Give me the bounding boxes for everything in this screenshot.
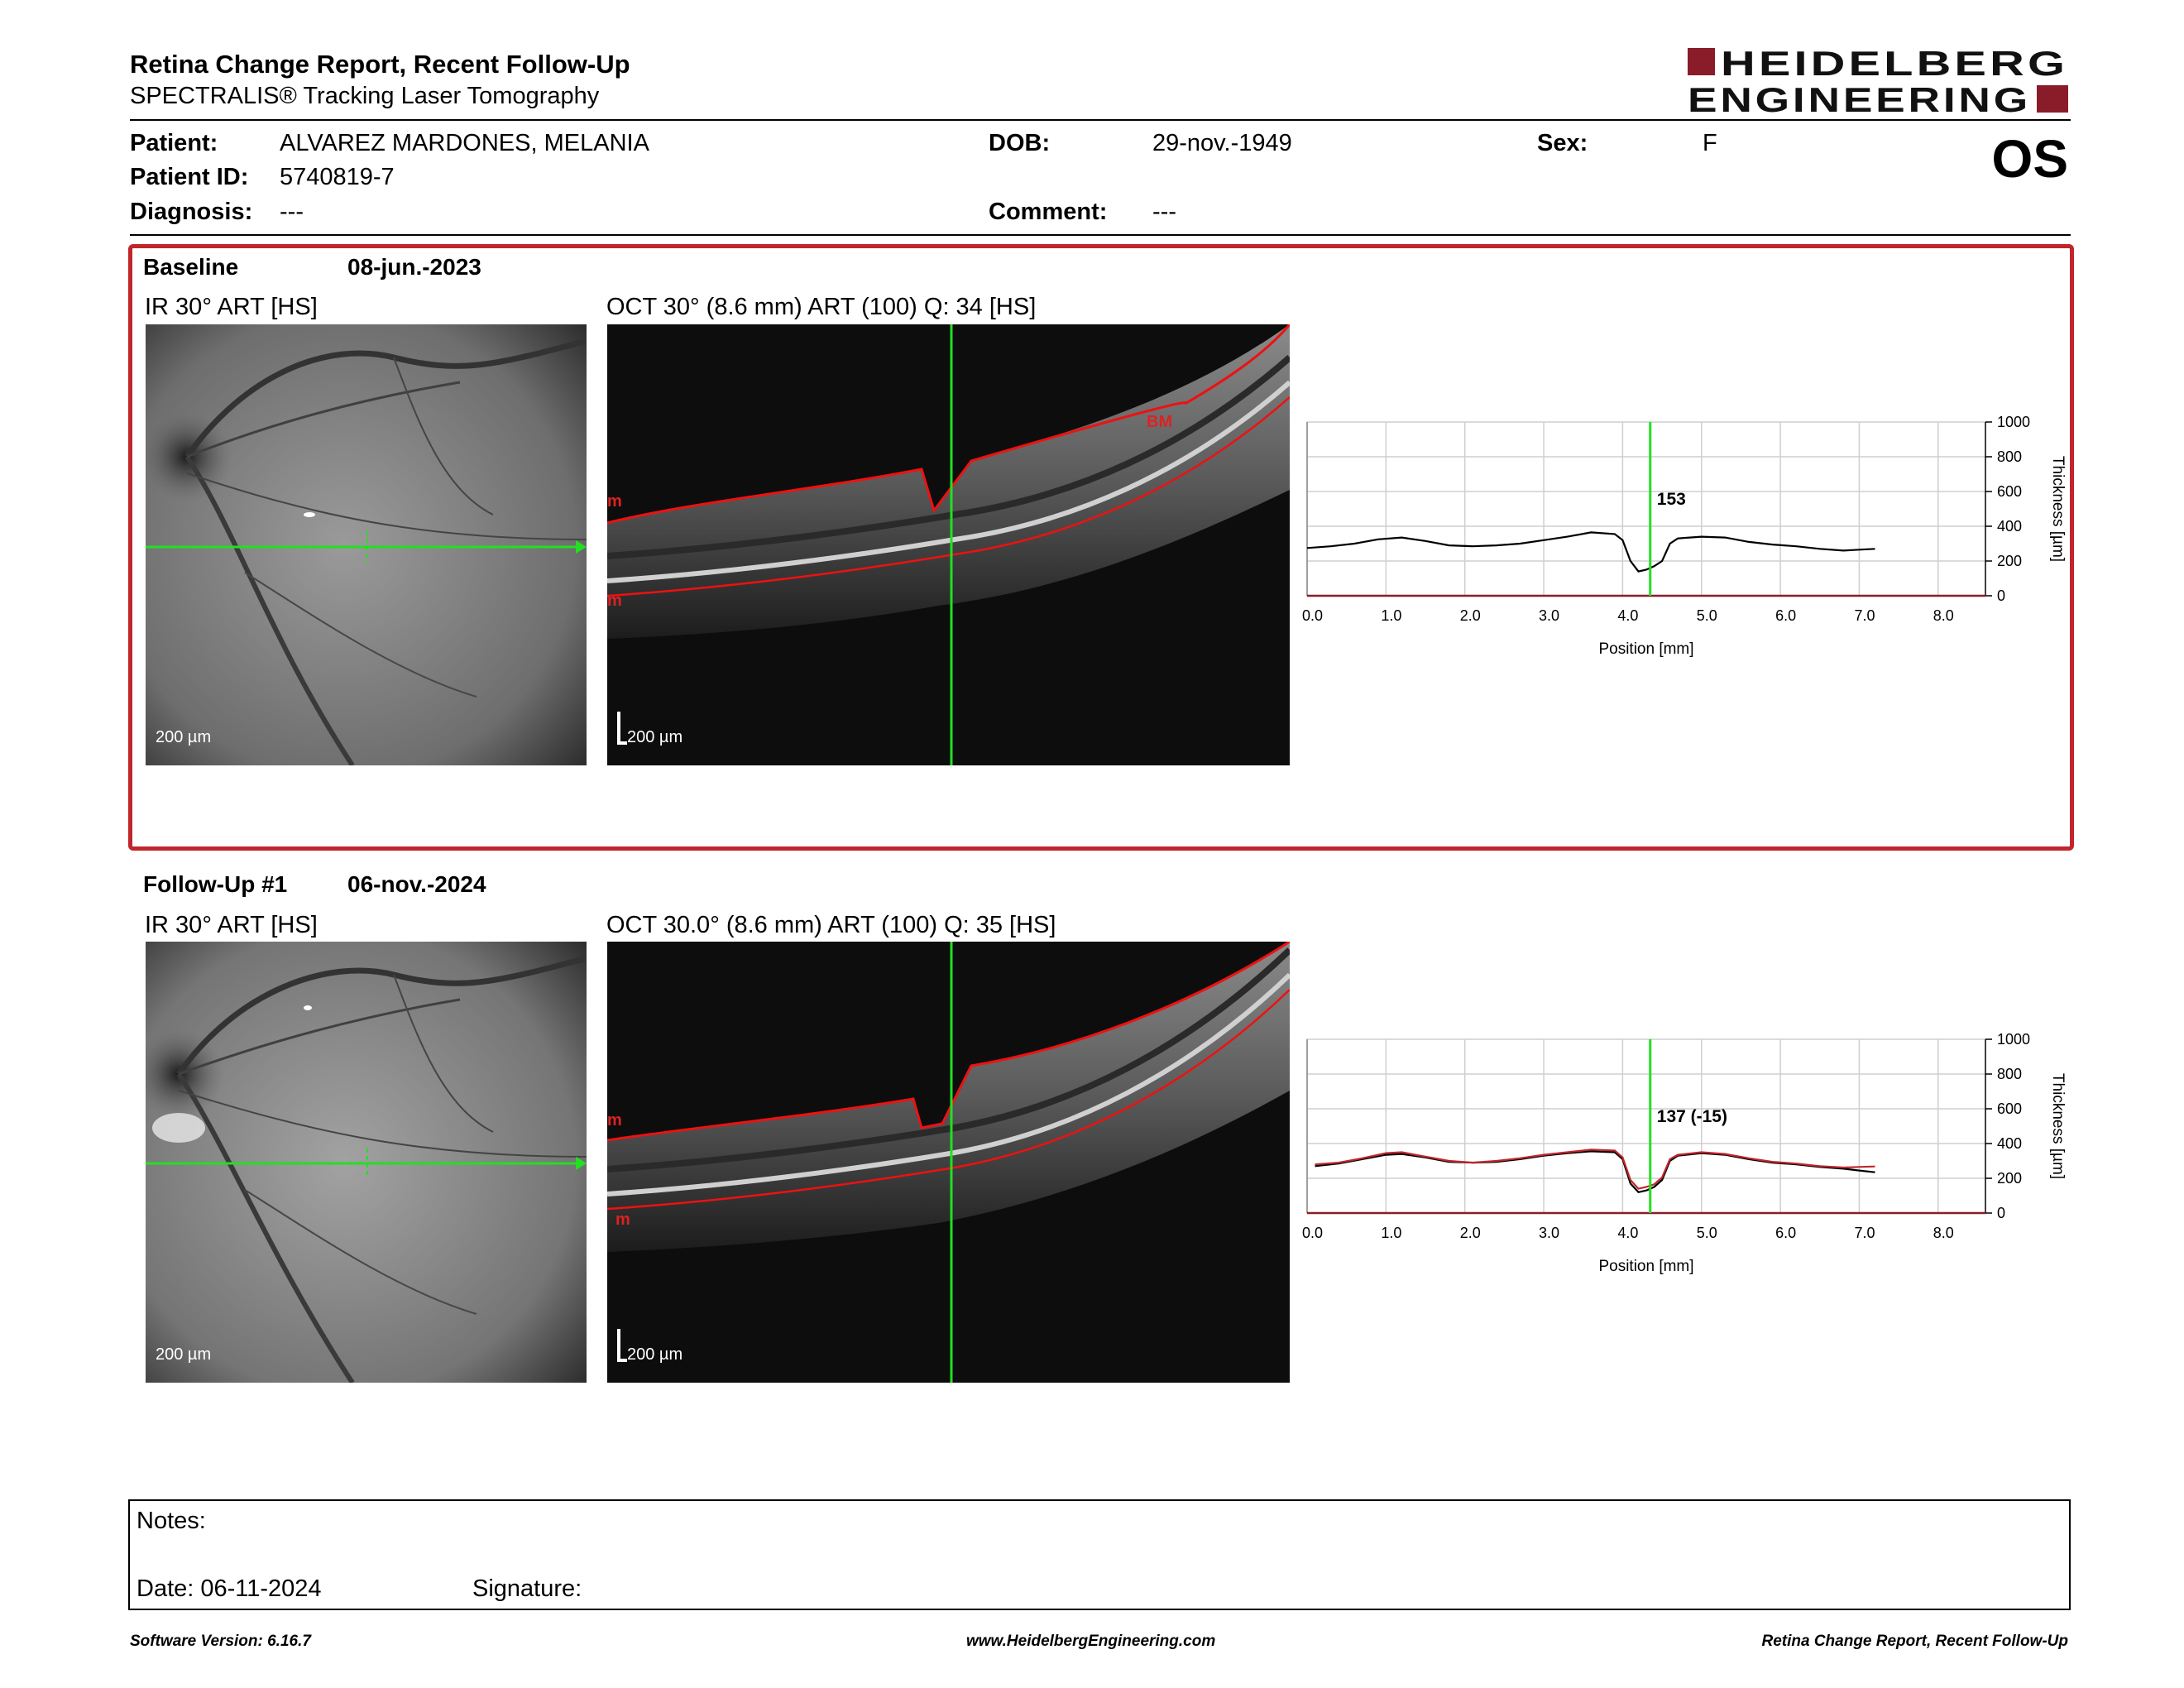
diagnosis-value: --- [280, 199, 304, 225]
followup-ir-scan-line [146, 1149, 587, 1178]
baseline-oct-title: OCT 30° (8.6 mm) ART (100) Q: 34 [HS] [606, 294, 1037, 320]
thickness-series-line [1306, 531, 1875, 573]
x-tick-label: 8.0 [1933, 1225, 1954, 1241]
followup-oct-scale: 200 µm [627, 1345, 683, 1364]
followup-ir-title: IR 30° ART [HS] [145, 912, 318, 938]
x-tick-label: 4.0 [1617, 607, 1638, 624]
x-tick-label: 6.0 [1775, 1225, 1796, 1241]
followup-oct-bscan-image: m m 200 µm [607, 942, 1290, 1383]
y-tick-label: 200 [1997, 553, 2022, 569]
y-tick-label: 1000 [1997, 1031, 2030, 1048]
footer-website[interactable]: www.HeidelbergEngineering.com [966, 1633, 1216, 1650]
y-tick-label: 400 [1997, 518, 2022, 535]
x-tick-label: 1.0 [1381, 1225, 1401, 1241]
patient-id-value: 5740819-7 [280, 164, 395, 190]
dob-label: DOB: [989, 130, 1051, 156]
y-axis-label: Thickness [µm] [2049, 1073, 2067, 1179]
x-axis-label: Position [mm] [1598, 1258, 1693, 1275]
patient-label: Patient: [130, 130, 218, 156]
x-axis-label: Position [mm] [1598, 640, 1693, 658]
x-tick-label: 7.0 [1854, 1225, 1875, 1241]
x-tick-label: 0.0 [1302, 1225, 1323, 1241]
header-divider [130, 119, 2071, 121]
baseline-oct-bscan-image: m m BM 200 µm [607, 324, 1290, 765]
thickness-series-line [1315, 1150, 1875, 1194]
baseline-oct-scale: 200 µm [627, 728, 683, 746]
y-tick-label: 0 [1997, 587, 2005, 604]
footer-software-version: Software Version: 6.16.7 [130, 1633, 311, 1650]
followup-oct-title: OCT 30.0° (8.6 mm) ART (100) Q: 35 [HS] [606, 912, 1056, 938]
y-tick-label: 600 [1997, 483, 2022, 500]
baseline-ir-scan-line [146, 531, 587, 563]
y-tick-label: 800 [1997, 448, 2022, 465]
y-tick-label: 0 [1997, 1205, 2005, 1221]
x-tick-label: 2.0 [1460, 1225, 1481, 1241]
baseline-label: Baseline [143, 254, 239, 280]
baseline-frame [128, 244, 2074, 851]
comment-value: --- [1152, 199, 1176, 225]
x-tick-label: 4.0 [1617, 1225, 1638, 1241]
followup-oct-layer-bottom: m [615, 1211, 630, 1229]
baseline-ir-fundus-image: 200 µm [146, 324, 587, 765]
baseline-ir-scale: 200 µm [156, 728, 212, 746]
report-subtitle: SPECTRALIS® Tracking Laser Tomography [130, 83, 600, 109]
followup-thickness-chart: 0.0 1.0 2.0 3.0 4.0 5.0 6.0 7.0 8.0 0 200 400 600 800… [1302, 1031, 2067, 1275]
y-tick-label: 600 [1997, 1101, 2022, 1117]
notes-box[interactable]: Notes: Date: 06-11-2024 Signature: [128, 1499, 2071, 1610]
followup-oct-layer-top: m [607, 1111, 622, 1129]
y-axis-label: Thickness [µm] [2049, 456, 2067, 562]
thickness-series-line [1315, 1149, 1875, 1190]
x-tick-label: 8.0 [1933, 607, 1954, 624]
followup-date: 06-nov.-2024 [347, 871, 486, 897]
baseline-oct-layer-bm: BM [1147, 413, 1172, 431]
followup-ir-fundus-image: 200 µm [146, 942, 587, 1383]
logo-line2: ENGINEERING [1688, 80, 2031, 116]
y-tick-label: 1000 [1997, 414, 2030, 430]
logo-line1: HEIDELBERG [1721, 46, 2068, 83]
sex-value: F [1703, 130, 1717, 156]
signature-label: Signature: [472, 1575, 582, 1602]
x-tick-label: 3.0 [1539, 607, 1559, 624]
patient-name: ALVAREZ MARDONES, MELANIA [280, 130, 649, 156]
baseline-oct-layer-top: m [607, 492, 622, 511]
footer-report-name: Retina Change Report, Recent Follow-Up [1761, 1633, 2068, 1650]
heidelberg-logo: HEIDELBERG ENGINEERING [1688, 46, 2068, 116]
x-tick-label: 5.0 [1697, 1225, 1717, 1241]
x-tick-label: 2.0 [1460, 607, 1481, 624]
y-tick-label: 800 [1997, 1066, 2022, 1082]
x-tick-label: 7.0 [1854, 607, 1875, 624]
comment-label: Comment: [989, 199, 1108, 225]
y-tick-label: 400 [1997, 1135, 2022, 1152]
followup-ir-scale: 200 µm [156, 1345, 212, 1364]
marker-value-label: 137 (-15) [1657, 1107, 1727, 1126]
x-tick-label: 5.0 [1697, 607, 1717, 624]
dob-value: 29-nov.-1949 [1152, 130, 1292, 156]
sex-label: Sex: [1537, 130, 1588, 156]
followup-label: Follow-Up #1 [143, 871, 288, 897]
baseline-ir-title: IR 30° ART [HS] [145, 294, 318, 320]
marker-value-label: 153 [1657, 490, 1686, 509]
notes-date: Date: 06-11-2024 [136, 1575, 322, 1602]
baseline-date: 08-jun.-2023 [347, 254, 481, 280]
y-tick-label: 200 [1997, 1170, 2022, 1187]
patient-id-label: Patient ID: [130, 164, 249, 190]
x-tick-label: 1.0 [1381, 607, 1401, 624]
eye-indicator: OS [1991, 129, 2068, 189]
x-tick-label: 3.0 [1539, 1225, 1559, 1241]
patient-divider [130, 234, 2071, 236]
x-tick-label: 0.0 [1302, 607, 1323, 624]
x-tick-label: 6.0 [1775, 607, 1796, 624]
baseline-thickness-chart: 0.0 1.0 2.0 3.0 4.0 5.0 6.0 7.0 8.0 0 200 400 600 800… [1302, 414, 2067, 658]
diagnosis-label: Diagnosis: [130, 199, 253, 225]
report-title: Retina Change Report, Recent Follow-Up [130, 50, 630, 79]
notes-label: Notes: [136, 1508, 206, 1534]
baseline-oct-layer-bottom: m [607, 592, 622, 610]
